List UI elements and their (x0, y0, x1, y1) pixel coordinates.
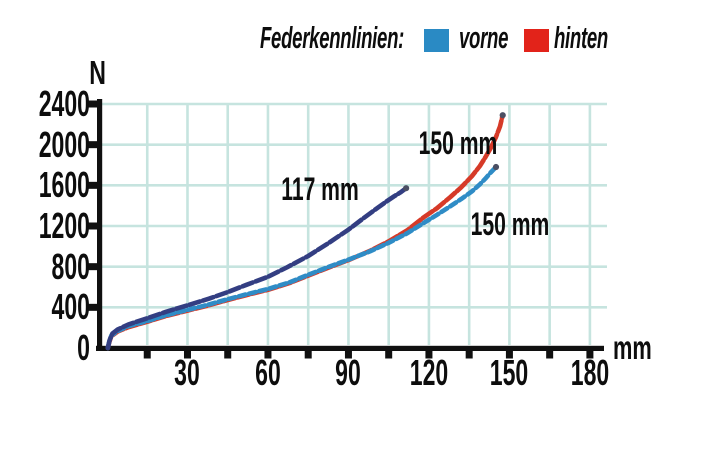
x-axis-tick (143, 350, 151, 359)
x-tick-label: 150 (490, 352, 529, 393)
y-axis-tick (86, 181, 97, 189)
x-axis-tick (385, 350, 393, 359)
legend-swatch-vorne (424, 29, 449, 52)
y-tick-label: 2400 (38, 83, 90, 124)
curve-annotation: 150 mm (418, 125, 498, 162)
curve-end-marker (492, 163, 500, 171)
y-tick-label: 800 (51, 245, 90, 287)
x-tick-label: 120 (409, 352, 449, 393)
x-axis-tick (224, 350, 232, 359)
y-tick-label: 2000 (38, 123, 90, 165)
y-axis-unit-label: N (89, 54, 106, 91)
y-axis-tick (86, 263, 97, 271)
legend-label-vorne: vorne (459, 20, 509, 55)
legend-label-hinten: hinten (554, 20, 608, 55)
curve-annotation: 150 mm (470, 205, 550, 242)
x-axis-tick (586, 350, 594, 359)
x-tick-label: 90 (335, 352, 362, 393)
x-axis-tick (546, 350, 554, 359)
x-axis-tick (465, 350, 473, 359)
y-axis-tick (86, 303, 97, 311)
legend-title: Federkennlinien: (260, 20, 405, 55)
x-axis-tick (183, 350, 191, 359)
y-axis-tick (86, 222, 97, 230)
y-axis-tick (86, 100, 97, 108)
y-axis-tick (86, 141, 97, 149)
x-axis-tick (264, 350, 272, 359)
x-axis-tick (505, 350, 513, 359)
curve-end-marker (403, 185, 410, 192)
y-tick-label: 0 (77, 327, 90, 368)
y-tick-label: 1600 (38, 164, 90, 206)
y-axis-line (97, 99, 103, 351)
x-axis-tick (344, 350, 352, 359)
curve-117-mm (105, 185, 409, 351)
x-tick-label: 30 (174, 352, 201, 393)
x-tick-label: 180 (570, 352, 610, 393)
y-tick-label: 1200 (38, 205, 90, 246)
x-axis-tick (425, 350, 433, 359)
x-tick-label: 60 (255, 352, 281, 393)
curve-annotation: 117 mm (281, 171, 359, 208)
legend-swatch-hinten (524, 29, 549, 52)
x-axis-tick (304, 350, 312, 359)
curve-end-marker (499, 112, 506, 119)
x-axis-line (96, 345, 604, 351)
y-tick-label: 400 (51, 286, 90, 328)
x-axis-unit-label: mm (613, 329, 652, 366)
